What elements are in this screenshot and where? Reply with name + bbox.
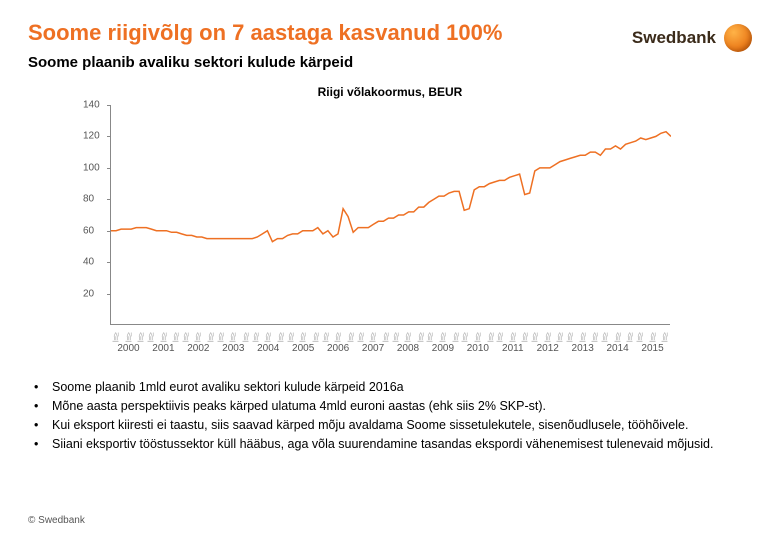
x-tick-label: 2001 <box>152 343 174 354</box>
x-tick-label: 2012 <box>537 343 559 354</box>
logo-ball-icon <box>724 24 752 52</box>
bullet-item: Soome plaanib 1mld eurot avaliku sektori… <box>52 379 752 396</box>
y-tick-label: 120 <box>83 131 100 142</box>
bullet-item: Siiani eksportiv tööstussektor küll hääb… <box>52 436 752 453</box>
y-tick-label: 80 <box>83 194 94 205</box>
logo: Swedbank <box>632 24 752 52</box>
bullet-item: Kui eksport kiiresti ei taastu, siis saa… <box>52 417 752 434</box>
x-tick-label: 2009 <box>432 343 454 354</box>
chart-plot: 2000I≡≥I≡≥I≡≥2001I≡≥I≡≥I≡≥2002I≡≥I≡≥I≡≥2… <box>110 105 670 325</box>
bullet-list: Soome plaanib 1mld eurot avaliku sektori… <box>28 379 752 453</box>
x-tick-label: 2007 <box>362 343 384 354</box>
copyright: © Swedbank <box>28 515 85 526</box>
x-tick-label: 2005 <box>292 343 314 354</box>
page-title: Soome riigivõlg on 7 aastaga kasvanud 10… <box>28 20 502 46</box>
x-tick-label: 2004 <box>257 343 279 354</box>
x-tick-label: 2000 <box>117 343 139 354</box>
y-tick-label: 100 <box>83 162 100 173</box>
debt-chart: Riigi võlakoormus, BEUR 2000I≡≥I≡≥I≡≥200… <box>110 85 670 325</box>
y-tick-label: 140 <box>83 100 100 111</box>
x-tick-label: 2002 <box>187 343 209 354</box>
x-tick-label: 2006 <box>327 343 349 354</box>
logo-text: Swedbank <box>632 28 716 48</box>
y-tick-label: 60 <box>83 225 94 236</box>
x-tick-label: 2010 <box>467 343 489 354</box>
chart-title: Riigi võlakoormus, BEUR <box>110 85 670 99</box>
x-tick-label: 2013 <box>572 343 594 354</box>
bullet-item: Mõne aasta perspektiivis peaks kärped ul… <box>52 398 752 415</box>
chart-line <box>111 105 671 325</box>
x-tick-label: 2003 <box>222 343 244 354</box>
y-tick-label: 40 <box>83 257 94 268</box>
page-subtitle: Soome plaanib avaliku sektori kulude kär… <box>28 54 502 71</box>
x-tick-label: 2015 <box>641 343 663 354</box>
x-tick-label: 2008 <box>397 343 419 354</box>
y-tick-label: 20 <box>83 288 94 299</box>
x-tick-label: 2014 <box>606 343 628 354</box>
x-tick-label: 2011 <box>502 343 524 354</box>
